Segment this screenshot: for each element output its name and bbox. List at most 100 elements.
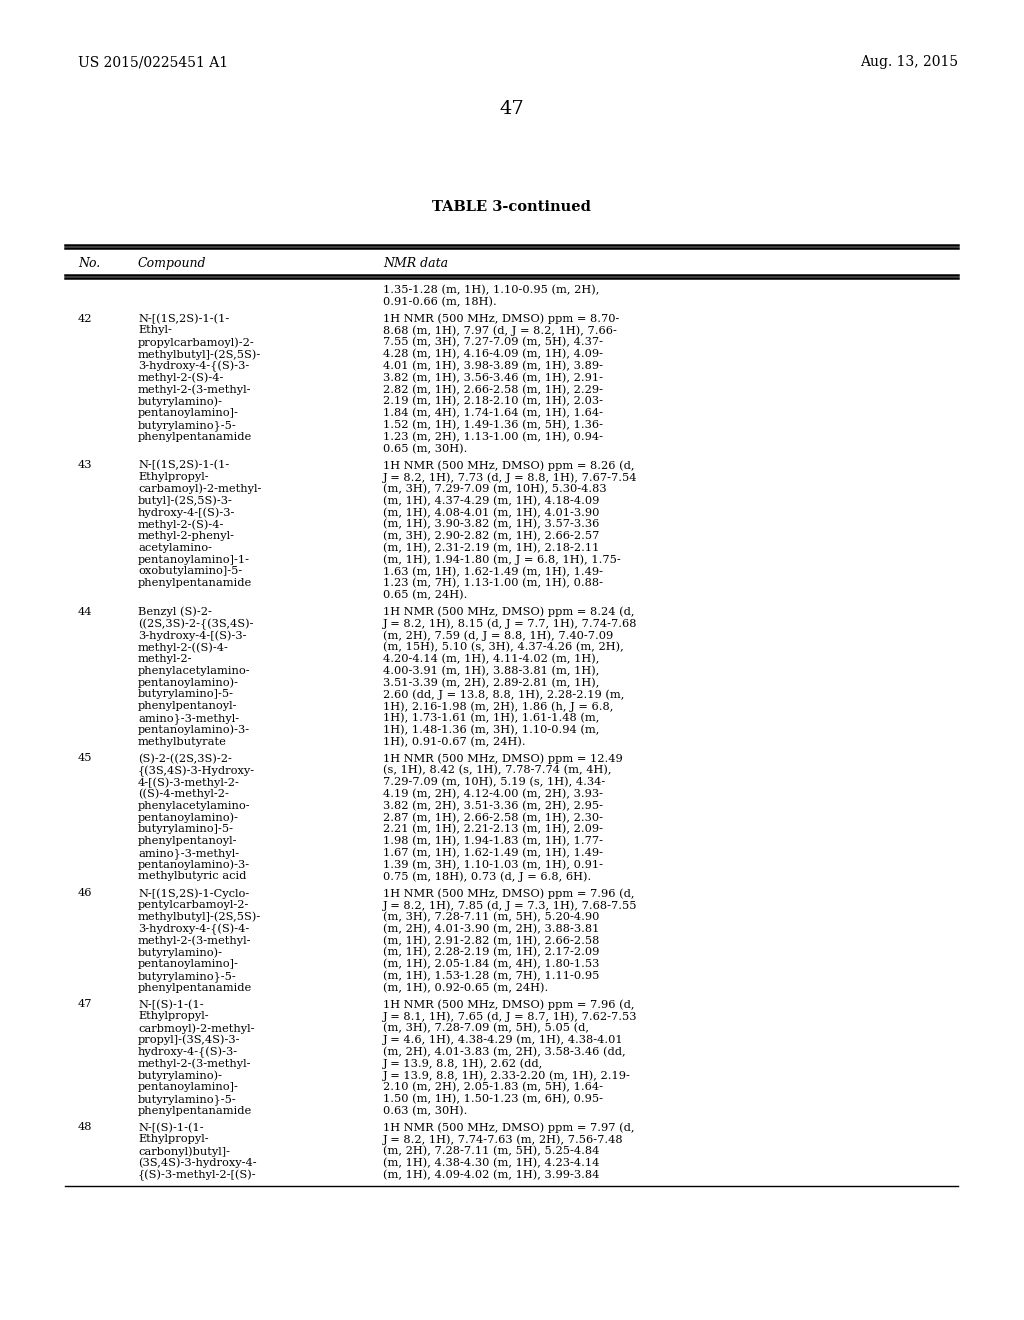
- Text: 3-hydroxy-4-[(S)-3-: 3-hydroxy-4-[(S)-3-: [138, 631, 247, 642]
- Text: methyl-2-((S)-4-: methyl-2-((S)-4-: [138, 643, 229, 653]
- Text: 1H), 1.73-1.61 (m, 1H), 1.61-1.48 (m,: 1H), 1.73-1.61 (m, 1H), 1.61-1.48 (m,: [383, 713, 599, 723]
- Text: 45: 45: [78, 754, 92, 763]
- Text: (m, 3H), 7.28-7.09 (m, 5H), 5.05 (d,: (m, 3H), 7.28-7.09 (m, 5H), 5.05 (d,: [383, 1023, 589, 1034]
- Text: {(3S,4S)-3-Hydroxy-: {(3S,4S)-3-Hydroxy-: [138, 766, 255, 776]
- Text: (m, 1H), 2.28-2.19 (m, 1H), 2.17-2.09: (m, 1H), 2.28-2.19 (m, 1H), 2.17-2.09: [383, 948, 599, 957]
- Text: (m, 1H), 4.38-4.30 (m, 1H), 4.23-4.14: (m, 1H), 4.38-4.30 (m, 1H), 4.23-4.14: [383, 1158, 599, 1168]
- Text: butyrylamino}-5-: butyrylamino}-5-: [138, 420, 237, 430]
- Text: 1.63 (m, 1H), 1.62-1.49 (m, 1H), 1.49-: 1.63 (m, 1H), 1.62-1.49 (m, 1H), 1.49-: [383, 566, 603, 577]
- Text: Compound: Compound: [138, 257, 207, 271]
- Text: N-[(1S,2S)-1-Cyclo-: N-[(1S,2S)-1-Cyclo-: [138, 888, 249, 899]
- Text: 0.65 (m, 24H).: 0.65 (m, 24H).: [383, 590, 467, 601]
- Text: methyl-2-(S)-4-: methyl-2-(S)-4-: [138, 519, 224, 529]
- Text: 2.60 (dd, J = 13.8, 8.8, 1H), 2.28-2.19 (m,: 2.60 (dd, J = 13.8, 8.8, 1H), 2.28-2.19 …: [383, 689, 625, 700]
- Text: butyrylamino}-5-: butyrylamino}-5-: [138, 970, 237, 982]
- Text: 1.23 (m, 2H), 1.13-1.00 (m, 1H), 0.94-: 1.23 (m, 2H), 1.13-1.00 (m, 1H), 0.94-: [383, 432, 603, 442]
- Text: 4.19 (m, 2H), 4.12-4.00 (m, 2H), 3.93-: 4.19 (m, 2H), 4.12-4.00 (m, 2H), 3.93-: [383, 789, 603, 799]
- Text: methyl-2-(3-methyl-: methyl-2-(3-methyl-: [138, 936, 252, 946]
- Text: (m, 1H), 3.90-3.82 (m, 1H), 3.57-3.36: (m, 1H), 3.90-3.82 (m, 1H), 3.57-3.36: [383, 519, 599, 529]
- Text: 7.55 (m, 3H), 7.27-7.09 (m, 5H), 4.37-: 7.55 (m, 3H), 7.27-7.09 (m, 5H), 4.37-: [383, 337, 603, 347]
- Text: phenylacetylamino-: phenylacetylamino-: [138, 801, 251, 810]
- Text: (m, 1H), 1.94-1.80 (m, J = 6.8, 1H), 1.75-: (m, 1H), 1.94-1.80 (m, J = 6.8, 1H), 1.7…: [383, 554, 621, 565]
- Text: 48: 48: [78, 1122, 92, 1133]
- Text: (m, 3H), 7.28-7.11 (m, 5H), 5.20-4.90: (m, 3H), 7.28-7.11 (m, 5H), 5.20-4.90: [383, 912, 599, 923]
- Text: 1H NMR (500 MHz, DMSO) ppm = 7.97 (d,: 1H NMR (500 MHz, DMSO) ppm = 7.97 (d,: [383, 1122, 635, 1133]
- Text: (m, 3H), 7.29-7.09 (m, 10H), 5.30-4.83: (m, 3H), 7.29-7.09 (m, 10H), 5.30-4.83: [383, 484, 606, 494]
- Text: 0.63 (m, 30H).: 0.63 (m, 30H).: [383, 1106, 467, 1115]
- Text: (3S,4S)-3-hydroxy-4-: (3S,4S)-3-hydroxy-4-: [138, 1158, 257, 1168]
- Text: (m, 1H), 2.05-1.84 (m, 4H), 1.80-1.53: (m, 1H), 2.05-1.84 (m, 4H), 1.80-1.53: [383, 960, 599, 969]
- Text: 1H NMR (500 MHz, DMSO) ppm = 8.26 (d,: 1H NMR (500 MHz, DMSO) ppm = 8.26 (d,: [383, 461, 635, 471]
- Text: NMR data: NMR data: [383, 257, 449, 271]
- Text: 1.39 (m, 3H), 1.10-1.03 (m, 1H), 0.91-: 1.39 (m, 3H), 1.10-1.03 (m, 1H), 0.91-: [383, 859, 603, 870]
- Text: amino}-3-methyl-: amino}-3-methyl-: [138, 847, 240, 858]
- Text: ((2S,3S)-2-{(3S,4S)-: ((2S,3S)-2-{(3S,4S)-: [138, 619, 254, 630]
- Text: 44: 44: [78, 607, 92, 616]
- Text: 4.00-3.91 (m, 1H), 3.88-3.81 (m, 1H),: 4.00-3.91 (m, 1H), 3.88-3.81 (m, 1H),: [383, 665, 599, 676]
- Text: pentanoylamino)-3-: pentanoylamino)-3-: [138, 859, 250, 870]
- Text: 1H NMR (500 MHz, DMSO) ppm = 8.70-: 1H NMR (500 MHz, DMSO) ppm = 8.70-: [383, 314, 620, 325]
- Text: 1H NMR (500 MHz, DMSO) ppm = 7.96 (d,: 1H NMR (500 MHz, DMSO) ppm = 7.96 (d,: [383, 888, 635, 899]
- Text: 3-hydroxy-4-{(S)-3-: 3-hydroxy-4-{(S)-3-: [138, 360, 249, 372]
- Text: 1.35-1.28 (m, 1H), 1.10-0.95 (m, 2H),: 1.35-1.28 (m, 1H), 1.10-0.95 (m, 2H),: [383, 285, 599, 296]
- Text: methylbutyrate: methylbutyrate: [138, 737, 227, 747]
- Text: butyrylamino)-: butyrylamino)-: [138, 1071, 223, 1081]
- Text: (m, 2H), 7.28-7.11 (m, 5H), 5.25-4.84: (m, 2H), 7.28-7.11 (m, 5H), 5.25-4.84: [383, 1146, 599, 1156]
- Text: phenylpentanamide: phenylpentanamide: [138, 982, 252, 993]
- Text: Benzyl (S)-2-: Benzyl (S)-2-: [138, 607, 212, 618]
- Text: hydroxy-4-{(S)-3-: hydroxy-4-{(S)-3-: [138, 1047, 239, 1057]
- Text: methylbutyl]-(2S,5S)-: methylbutyl]-(2S,5S)-: [138, 912, 261, 923]
- Text: 1H NMR (500 MHz, DMSO) ppm = 12.49: 1H NMR (500 MHz, DMSO) ppm = 12.49: [383, 754, 623, 764]
- Text: 0.65 (m, 30H).: 0.65 (m, 30H).: [383, 444, 467, 454]
- Text: J = 8.2, 1H), 7.85 (d, J = 7.3, 1H), 7.68-7.55: J = 8.2, 1H), 7.85 (d, J = 7.3, 1H), 7.6…: [383, 900, 638, 911]
- Text: 7.29-7.09 (m, 10H), 5.19 (s, 1H), 4.34-: 7.29-7.09 (m, 10H), 5.19 (s, 1H), 4.34-: [383, 777, 605, 787]
- Text: pentanoylamino]-: pentanoylamino]-: [138, 408, 239, 418]
- Text: butyrylamino]-5-: butyrylamino]-5-: [138, 824, 234, 834]
- Text: (m, 1H), 4.09-4.02 (m, 1H), 3.99-3.84: (m, 1H), 4.09-4.02 (m, 1H), 3.99-3.84: [383, 1170, 599, 1180]
- Text: oxobutylamino]-5-: oxobutylamino]-5-: [138, 566, 243, 577]
- Text: 0.75 (m, 18H), 0.73 (d, J = 6.8, 6H).: 0.75 (m, 18H), 0.73 (d, J = 6.8, 6H).: [383, 871, 591, 882]
- Text: N-[(S)-1-(1-: N-[(S)-1-(1-: [138, 999, 204, 1010]
- Text: phenylacetylamino-: phenylacetylamino-: [138, 665, 251, 676]
- Text: phenylpentanamide: phenylpentanamide: [138, 432, 252, 442]
- Text: 1H NMR (500 MHz, DMSO) ppm = 7.96 (d,: 1H NMR (500 MHz, DMSO) ppm = 7.96 (d,: [383, 999, 635, 1010]
- Text: 3-hydroxy-4-{(S)-4-: 3-hydroxy-4-{(S)-4-: [138, 924, 249, 935]
- Text: butyrylamino)-: butyrylamino)-: [138, 948, 223, 958]
- Text: J = 8.2, 1H), 8.15 (d, J = 7.7, 1H), 7.74-7.68: J = 8.2, 1H), 8.15 (d, J = 7.7, 1H), 7.7…: [383, 619, 638, 630]
- Text: {(S)-3-methyl-2-[(S)-: {(S)-3-methyl-2-[(S)-: [138, 1170, 257, 1181]
- Text: methyl-2-: methyl-2-: [138, 653, 193, 664]
- Text: phenylpentanoyl-: phenylpentanoyl-: [138, 836, 238, 846]
- Text: 2.10 (m, 2H), 2.05-1.83 (m, 5H), 1.64-: 2.10 (m, 2H), 2.05-1.83 (m, 5H), 1.64-: [383, 1082, 603, 1093]
- Text: (m, 1H), 2.91-2.82 (m, 1H), 2.66-2.58: (m, 1H), 2.91-2.82 (m, 1H), 2.66-2.58: [383, 936, 599, 945]
- Text: methylbutyric acid: methylbutyric acid: [138, 871, 247, 882]
- Text: 0.91-0.66 (m, 18H).: 0.91-0.66 (m, 18H).: [383, 297, 497, 308]
- Text: N-[(S)-1-(1-: N-[(S)-1-(1-: [138, 1122, 204, 1133]
- Text: Ethylpropyl-: Ethylpropyl-: [138, 1134, 209, 1144]
- Text: 1.84 (m, 4H), 1.74-1.64 (m, 1H), 1.64-: 1.84 (m, 4H), 1.74-1.64 (m, 1H), 1.64-: [383, 408, 603, 418]
- Text: 4.01 (m, 1H), 3.98-3.89 (m, 1H), 3.89-: 4.01 (m, 1H), 3.98-3.89 (m, 1H), 3.89-: [383, 360, 603, 371]
- Text: propyl]-(3S,4S)-3-: propyl]-(3S,4S)-3-: [138, 1035, 241, 1045]
- Text: (m, 1H), 2.31-2.19 (m, 1H), 2.18-2.11: (m, 1H), 2.31-2.19 (m, 1H), 2.18-2.11: [383, 543, 599, 553]
- Text: methylbutyl]-(2S,5S)-: methylbutyl]-(2S,5S)-: [138, 348, 261, 359]
- Text: 47: 47: [78, 999, 92, 1010]
- Text: carbmoyl)-2-methyl-: carbmoyl)-2-methyl-: [138, 1023, 255, 1034]
- Text: hydroxy-4-[(S)-3-: hydroxy-4-[(S)-3-: [138, 507, 236, 517]
- Text: 1.23 (m, 7H), 1.13-1.00 (m, 1H), 0.88-: 1.23 (m, 7H), 1.13-1.00 (m, 1H), 0.88-: [383, 578, 603, 589]
- Text: 1H NMR (500 MHz, DMSO) ppm = 8.24 (d,: 1H NMR (500 MHz, DMSO) ppm = 8.24 (d,: [383, 607, 635, 618]
- Text: 3.82 (m, 2H), 3.51-3.36 (m, 2H), 2.95-: 3.82 (m, 2H), 3.51-3.36 (m, 2H), 2.95-: [383, 801, 603, 810]
- Text: 1H), 1.48-1.36 (m, 3H), 1.10-0.94 (m,: 1H), 1.48-1.36 (m, 3H), 1.10-0.94 (m,: [383, 725, 599, 735]
- Text: acetylamino-: acetylamino-: [138, 543, 212, 553]
- Text: 1.98 (m, 1H), 1.94-1.83 (m, 1H), 1.77-: 1.98 (m, 1H), 1.94-1.83 (m, 1H), 1.77-: [383, 836, 603, 846]
- Text: J = 13.9, 8.8, 1H), 2.33-2.20 (m, 1H), 2.19-: J = 13.9, 8.8, 1H), 2.33-2.20 (m, 1H), 2…: [383, 1071, 631, 1081]
- Text: 43: 43: [78, 461, 92, 470]
- Text: J = 8.1, 1H), 7.65 (d, J = 8.7, 1H), 7.62-7.53: J = 8.1, 1H), 7.65 (d, J = 8.7, 1H), 7.6…: [383, 1011, 638, 1022]
- Text: 1H), 2.16-1.98 (m, 2H), 1.86 (h, J = 6.8,: 1H), 2.16-1.98 (m, 2H), 1.86 (h, J = 6.8…: [383, 701, 613, 711]
- Text: 4.20-4.14 (m, 1H), 4.11-4.02 (m, 1H),: 4.20-4.14 (m, 1H), 4.11-4.02 (m, 1H),: [383, 653, 599, 664]
- Text: Aug. 13, 2015: Aug. 13, 2015: [860, 55, 958, 69]
- Text: 46: 46: [78, 888, 92, 898]
- Text: pentanoylamino)-: pentanoylamino)-: [138, 812, 239, 822]
- Text: 4-[(S)-3-methyl-2-: 4-[(S)-3-methyl-2-: [138, 777, 240, 788]
- Text: 1.52 (m, 1H), 1.49-1.36 (m, 5H), 1.36-: 1.52 (m, 1H), 1.49-1.36 (m, 5H), 1.36-: [383, 420, 603, 430]
- Text: phenylpentanamide: phenylpentanamide: [138, 1106, 252, 1115]
- Text: butyrylamino}-5-: butyrylamino}-5-: [138, 1094, 237, 1105]
